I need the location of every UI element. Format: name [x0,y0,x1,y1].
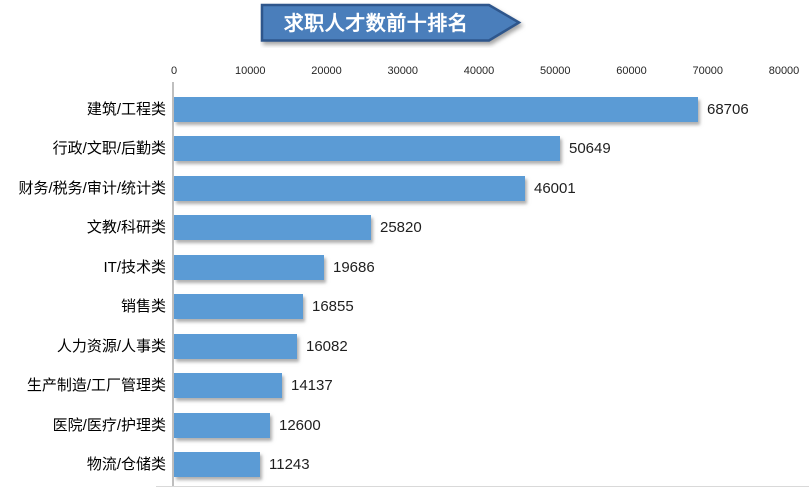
title-banner: 求职人才数前十排名 [260,2,526,48]
category-label: IT/技术类 [103,258,167,276]
banner-arrow-shape: 求职人才数前十排名 [260,3,522,42]
bar [174,254,324,280]
x-axis-tick-label: 10000 [234,65,266,77]
category-axis-line [172,82,174,486]
category-label: 医院/医疗/护理类 [52,416,166,434]
x-axis-tick-label: 60000 [616,65,647,77]
bar-row: 文教/科研类 25820 [0,215,809,241]
bar-row: IT/技术类 19686 [0,254,809,280]
category-label: 销售类 [120,298,166,316]
bar-row: 建筑/工程类 68706 [0,97,809,122]
bar [174,294,303,320]
bar [174,175,525,201]
value-label: 46001 [534,179,576,197]
bar-row: 财务/税务/审计/统计类 46001 [0,175,809,201]
category-label: 财务/税务/审计/统计类 [18,179,166,197]
value-label: 50649 [569,140,611,158]
x-axis-tick-label: 20000 [311,65,342,77]
bar-row: 生产制造/工厂管理类 14137 [0,373,809,399]
chart-title: 求职人才数前十排名 [284,11,469,35]
bar [174,136,560,162]
bar [174,97,698,122]
bar [174,412,270,438]
category-label: 物流/仓储类 [86,455,166,473]
bar [174,215,371,241]
value-label: 25820 [380,219,422,237]
value-label: 16082 [306,337,348,355]
bar [174,333,297,359]
bar-row: 行政/文职/后勤类 50649 [0,136,809,162]
category-label: 行政/文职/后勤类 [52,140,166,158]
bar-row: 销售类 16855 [0,294,809,320]
category-label: 文教/科研类 [86,219,166,237]
x-axis-tick-label: 50000 [539,65,571,77]
bar [174,451,260,477]
x-axis-tick-label: 0 [170,65,178,77]
category-label: 建筑/工程类 [86,101,166,118]
x-axis-tick-label: 40000 [463,65,495,77]
bar-row: 物流/仓储类 11243 [0,451,809,477]
value-label: 14137 [291,377,333,395]
value-label: 68706 [707,101,749,118]
x-axis-tick-label: 30000 [387,65,419,77]
value-label: 16855 [312,298,354,316]
value-label: 19686 [333,258,375,276]
chart-baseline [156,486,809,487]
x-axis-tick-label: 70000 [692,65,724,77]
bar [174,373,282,399]
x-axis-tick-label: 80000 [768,65,800,77]
value-label: 11243 [269,455,310,473]
bar-row: 人力资源/人事类 16082 [0,333,809,359]
bar-row: 医院/医疗/护理类 12600 [0,412,809,438]
value-label: 12600 [279,416,321,434]
category-label: 生产制造/工厂管理类 [26,377,166,395]
category-label: 人力资源/人事类 [56,337,166,355]
banner-polygon [260,3,522,42]
